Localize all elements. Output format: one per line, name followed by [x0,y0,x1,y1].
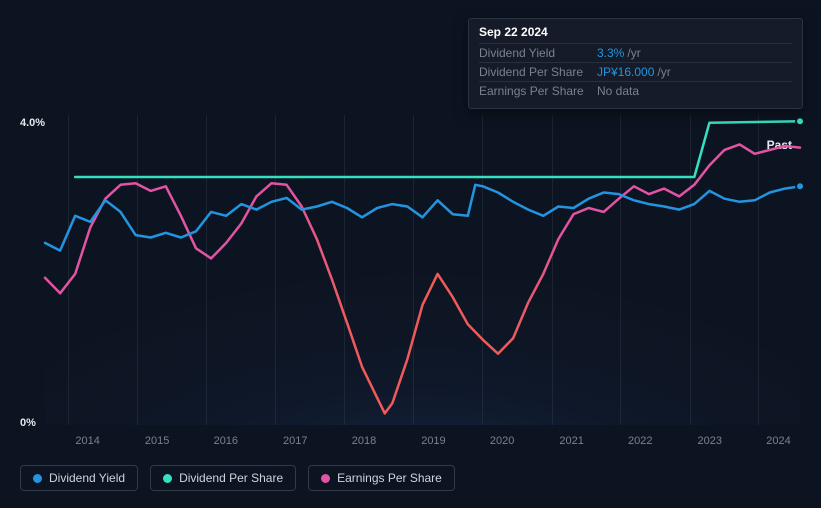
x-axis-year: 2019 [421,435,445,447]
legend: Dividend Yield Dividend Per Share Earnings… [20,465,455,491]
x-axis-year: 2021 [559,435,583,447]
y-axis-label-max: 4.0% [20,117,45,129]
legend-item[interactable]: Dividend Yield [20,465,138,491]
line-dividend-per-share [75,121,800,177]
x-axis-year: 2018 [352,435,376,447]
legend-item[interactable]: Earnings Per Share [308,465,455,491]
tooltip: Sep 22 2024 Dividend Yield3.3%/yrDividen… [468,18,803,109]
x-axis-labels: 2014 2015 2016 2017 2018 2019 2020 2021 2022 2023… [65,435,820,455]
x-axis-year: 2014 [75,435,99,447]
x-axis-year: 2023 [698,435,722,447]
tooltip-row: Earnings Per ShareNo data [479,81,792,100]
x-axis-year: 2024 [766,435,790,447]
tooltip-row: Dividend Per ShareJP¥16.000/yr [479,62,792,81]
marker-dividend-per-share [796,117,804,125]
legend-dot [163,474,172,483]
legend-label: Dividend Per Share [179,471,283,485]
legend-dot [33,474,42,483]
tooltip-row: Dividend Yield3.3%/yr [479,43,792,62]
tooltip-date: Sep 22 2024 [479,25,792,39]
tooltip-value: 3.3%/yr [597,46,792,60]
legend-label: Earnings Per Share [337,471,442,485]
x-axis-year: 2016 [214,435,238,447]
tooltip-key: Earnings Per Share [479,84,597,98]
tooltip-value: No data [597,84,792,98]
x-axis-year: 2020 [490,435,514,447]
legend-label: Dividend Yield [49,471,125,485]
plot-area[interactable] [45,115,800,425]
x-axis-year: 2017 [283,435,307,447]
marker-dividend-yield [796,182,804,190]
chart-lines [45,115,800,425]
tooltip-key: Dividend Yield [479,46,597,60]
x-axis-year: 2022 [628,435,652,447]
legend-dot [321,474,330,483]
line-earnings-per-share [45,144,800,413]
tooltip-value: JP¥16.000/yr [597,65,792,79]
line-dividend-yield [45,185,800,251]
x-axis-year: 2015 [145,435,169,447]
tooltip-key: Dividend Per Share [479,65,597,79]
legend-item[interactable]: Dividend Per Share [150,465,296,491]
y-axis-label-min: 0% [20,417,36,429]
